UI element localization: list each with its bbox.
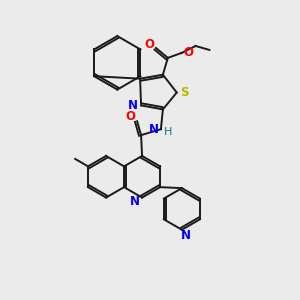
Text: O: O <box>144 38 154 52</box>
Text: S: S <box>180 86 189 99</box>
Text: O: O <box>184 46 194 59</box>
Text: O: O <box>125 110 135 123</box>
Text: N: N <box>128 99 138 112</box>
Text: N: N <box>130 195 140 208</box>
Text: N: N <box>149 123 159 136</box>
Text: H: H <box>164 127 172 137</box>
Text: N: N <box>181 229 191 242</box>
